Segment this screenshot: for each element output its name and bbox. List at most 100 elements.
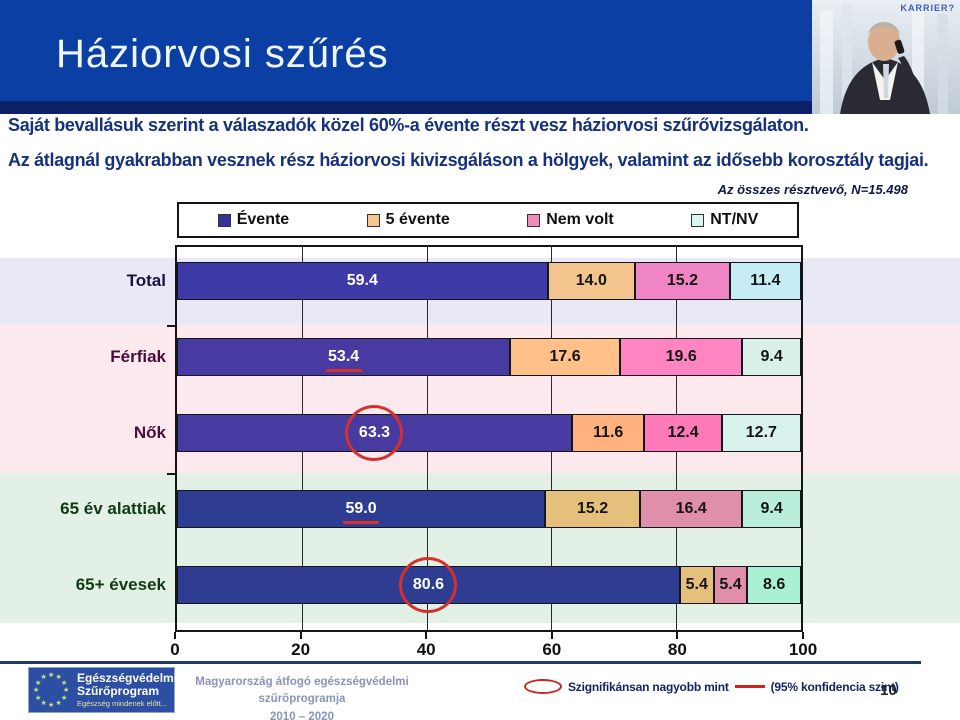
star-icon: ★ — [48, 672, 55, 679]
category-label: 65 év alattiak — [60, 499, 166, 518]
bar-segment-nem-volt: 15.2 — [635, 262, 730, 300]
x-axis-label: 40 — [416, 640, 436, 659]
bar-segment-nt-nv: 9.4 — [742, 338, 801, 376]
bar-value-label: 14.0 — [575, 272, 607, 289]
businessman-photo-graphic: KARRIER? — [812, 0, 960, 114]
significance-legend: Szignifikánsan nagyobb mint (95% konfide… — [524, 679, 899, 694]
legend-swatch-icon — [527, 213, 541, 227]
x-axis-tick — [174, 632, 176, 639]
legend-label: Évente — [236, 211, 290, 228]
significance-label: Szignifikánsan nagyobb mint — [568, 679, 729, 694]
x-axis-tick — [676, 632, 679, 639]
star-icon: ★ — [60, 694, 68, 702]
bar-segment-5-vente: 14.0 — [547, 262, 635, 300]
star-icon: ★ — [55, 699, 62, 707]
bar-value-label: 59.0 — [345, 500, 377, 517]
bar-segment-nt-nv: 8.6 — [747, 566, 801, 604]
bar-value-label: 19.6 — [665, 348, 697, 365]
bar-value-label: 15.2 — [666, 272, 698, 289]
bar-segment--vente: 59.4 — [177, 262, 548, 300]
bar-row: 63.3 11.6 12.4 12.7 — [177, 405, 801, 461]
star-icon: ★ — [33, 687, 40, 694]
bar-row: 80.6 5.4 5.4 8.6 — [177, 557, 801, 613]
logo-slogan: Egészség mindenek előtt... — [77, 698, 168, 708]
legend-label: 5 évente — [385, 211, 450, 228]
legend-label: Nem volt — [546, 211, 614, 228]
sample-size-note: Az összes résztvevő, N=15.498 — [717, 182, 908, 197]
bar-segment-5-vente: 15.2 — [545, 490, 640, 528]
star-icon: ★ — [63, 687, 70, 694]
bar-value-label: 16.4 — [675, 500, 707, 517]
chart-legend: Évente 5 évente Nem volt NT/NV — [177, 202, 799, 238]
bar-segment--vente: 53.4 — [177, 338, 511, 376]
bar-segment-5-vente: 17.6 — [510, 338, 621, 376]
program-caption-line1: Magyarország átfogó egészségvédelmi szűr… — [195, 676, 409, 706]
bar-segment-nt-nv: 9.4 — [742, 490, 801, 528]
significance-circle-annotation — [345, 405, 404, 461]
significance-ellipse-icon — [524, 679, 562, 694]
bar-value-label: 59.4 — [346, 272, 378, 289]
legend-item: Nem volt — [527, 211, 614, 229]
footer-separator-line — [0, 661, 921, 664]
bar-value-label: 53.4 — [328, 348, 360, 365]
page-title: Háziorvosi szűrés — [56, 32, 389, 76]
bar-segment--vente: 80.6 — [177, 557, 680, 613]
bar-segment-nem-volt: 5.4 — [713, 566, 748, 604]
bar-value-label: 17.6 — [549, 348, 581, 365]
star-icon: ★ — [35, 679, 42, 687]
legend-label: NT/NV — [710, 211, 759, 228]
legend-item: NT/NV — [691, 211, 758, 229]
x-axis-tick — [299, 632, 302, 639]
page-number: 10 — [880, 682, 897, 699]
eu-stars-icon: ★ ★ ★ ★ ★ ★ ★ ★ ★ ★ ★ ★ — [29, 668, 73, 712]
significance-underline-annotation — [325, 368, 362, 372]
bar-value-label: 12.4 — [667, 424, 699, 441]
bar-row: 59.4 14.0 15.2 11.4 — [177, 262, 801, 300]
x-axis-tick — [425, 632, 428, 639]
bar-segment-5-vente: 11.6 — [571, 414, 645, 452]
legend-item: Évente — [217, 211, 290, 229]
bar-value-label: 5.4 — [719, 576, 742, 593]
significance-underline-annotation — [343, 520, 380, 524]
bar-value-label: 9.4 — [760, 348, 783, 365]
bar-segment--vente: 59.0 — [177, 490, 546, 528]
x-axis-label: 60 — [542, 640, 562, 659]
star-icon: ★ — [48, 702, 55, 709]
category-label: Nők — [133, 423, 166, 442]
y-axis-tick — [167, 325, 175, 327]
category-label: Total — [126, 271, 166, 290]
bar-segment-nt-nv: 12.7 — [721, 414, 801, 452]
x-axis-label: 100 — [788, 640, 818, 659]
header-band — [0, 0, 960, 101]
bar-segment-nem-volt: 12.4 — [644, 414, 722, 452]
bar-row: 59.0 15.2 16.4 9.4 — [177, 490, 801, 528]
legend-item: 5 évente — [366, 211, 450, 229]
bar-value-label: 5.4 — [685, 576, 708, 593]
category-label: 65+ évesek — [75, 575, 166, 594]
y-axis-tick — [167, 473, 175, 475]
category-label: Férfiak — [110, 347, 166, 366]
bar-value-label: 15.2 — [577, 500, 609, 517]
intro-statement-1: Saját bevallásuk szerint a válaszadók kö… — [8, 115, 809, 135]
star-icon: ★ — [60, 679, 68, 687]
bar-segment-nt-nv: 11.4 — [729, 262, 801, 300]
program-caption: Magyarország átfogó egészségvédelmi szűr… — [182, 674, 422, 720]
bar-segment-nem-volt: 16.4 — [640, 490, 743, 528]
businessman-photo: KARRIER? — [812, 0, 960, 114]
bar-segment-nem-volt: 19.6 — [620, 338, 743, 376]
star-icon: ★ — [40, 699, 47, 707]
plot-area: 59.4 14.0 15.2 11.4 53.4 17.6 19.6 9.4 63.3 11.6 1… — [175, 245, 803, 632]
logo-title-line2: Szűrőprogram — [77, 684, 160, 699]
intro-statement-2: Az átlagnál gyakrabban vesznek rész házi… — [8, 150, 929, 170]
bar-value-label: 12.7 — [745, 424, 777, 441]
bar-value-label: 11.6 — [593, 424, 624, 441]
x-axis-label: 20 — [291, 640, 311, 659]
x-axis-tick — [802, 632, 804, 639]
program-logo: ★ ★ ★ ★ ★ ★ ★ ★ ★ ★ ★ ★ Egészségvédelmi Szűrőprogra… — [28, 667, 177, 713]
x-axis-label: 80 — [667, 640, 687, 659]
significance-dash-icon — [734, 685, 765, 688]
significance-confidence: (95% konfidencia szint) — [770, 679, 899, 694]
significance-circle-annotation — [399, 557, 458, 613]
x-axis-tick — [550, 632, 553, 639]
